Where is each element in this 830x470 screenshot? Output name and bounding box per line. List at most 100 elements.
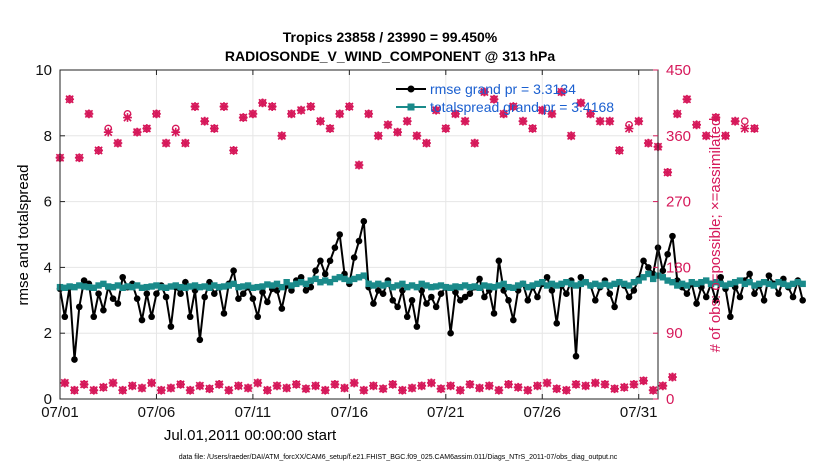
rmse-point	[143, 290, 151, 298]
obs-assimilated-point	[615, 146, 624, 155]
obs-assimilated-point	[470, 138, 480, 148]
rmse-point	[524, 297, 532, 304]
totalspread-point	[770, 282, 777, 289]
obs-assimilated-point	[60, 378, 70, 388]
totalspread-point	[317, 279, 324, 286]
rmse-point	[186, 313, 194, 321]
obs-assimilated-point	[195, 381, 205, 391]
obs-assimilated-point	[740, 124, 750, 133]
totalspread-point	[514, 282, 522, 289]
rmse-point	[394, 303, 401, 311]
totalspread-point	[756, 280, 763, 288]
obs-assimilated-point	[214, 379, 224, 389]
rmse-point	[109, 295, 117, 302]
obs-assimilated-point	[465, 379, 475, 389]
totalspread-point	[133, 282, 141, 289]
obs-assimilated-point	[460, 116, 470, 126]
totalspread-point	[302, 280, 310, 288]
totalspread-point	[616, 279, 623, 286]
obs-assimilated-point	[123, 113, 132, 122]
totalspread-point	[268, 282, 276, 289]
rmse-point	[259, 288, 266, 296]
totalspread-point	[461, 282, 469, 289]
obs-assimilated-point	[325, 124, 335, 133]
rmse-point	[374, 287, 382, 294]
totalspread-point	[360, 272, 368, 279]
y-tick-label: 10	[35, 62, 52, 79]
obs-possible-point	[740, 117, 749, 126]
totalspread-point	[780, 280, 787, 288]
obs-assimilated-point	[171, 127, 181, 137]
totalspread-point	[524, 283, 531, 291]
obs-assimilated-point	[296, 105, 306, 115]
obs-assimilated-point	[402, 116, 412, 126]
obs-assimilated-point	[316, 116, 325, 126]
rmse-point	[481, 293, 488, 301]
totalspread-point	[148, 283, 155, 290]
rmse-point	[765, 272, 773, 279]
totalspread-point	[577, 280, 585, 288]
totalspread-point	[539, 279, 546, 286]
rmse-point	[162, 293, 170, 301]
totalspread-point	[567, 280, 575, 288]
totalspread-point	[211, 282, 218, 289]
rmse-point	[548, 287, 556, 294]
obs-assimilated-point	[369, 381, 378, 391]
obs-assimilated-point	[291, 379, 301, 389]
rmse-point	[249, 295, 257, 302]
totalspread-point	[90, 284, 97, 291]
rmse-point	[664, 250, 671, 258]
rmse-point	[90, 313, 98, 321]
x-axis-label: Jul.01,2011 00:00:00 start	[164, 427, 337, 444]
totalspread-point	[191, 282, 199, 289]
totalspread-point	[244, 282, 252, 289]
totalspread-point	[201, 283, 208, 290]
totalspread-point	[162, 284, 170, 291]
totalspread-point	[375, 280, 382, 288]
rmse-point	[456, 297, 464, 304]
obs-assimilated-point	[634, 116, 644, 126]
x-tick-label: 07/26	[523, 404, 561, 421]
obs-assimilated-point	[94, 146, 103, 155]
rmse-point	[379, 290, 387, 298]
rmse-point	[760, 297, 768, 304]
x-tick-label: 07/06	[138, 404, 176, 421]
plot-area	[60, 70, 658, 399]
obs-assimilated-point	[267, 102, 277, 111]
obs-assimilated-point	[431, 105, 441, 115]
obs-assimilated-point	[84, 109, 94, 119]
rmse-point	[239, 290, 247, 298]
totalspread-point	[278, 283, 286, 291]
rmse-point	[534, 293, 541, 301]
rmse-point	[577, 273, 585, 281]
totalspread-point	[785, 282, 792, 289]
obs-assimilated-point	[605, 116, 615, 126]
totalspread-point	[365, 280, 372, 288]
rmse-point	[211, 290, 218, 298]
rmse-point	[775, 290, 782, 298]
obs-assimilated-point	[595, 116, 605, 126]
obs-assimilated-point	[407, 383, 417, 393]
totalspread-point	[71, 283, 78, 291]
obs-assimilated-point	[668, 372, 677, 382]
obs-assimilated-point	[258, 98, 267, 108]
rmse-point	[611, 303, 618, 311]
totalspread-point	[100, 280, 107, 288]
x-tick-label: 07/01	[41, 404, 79, 421]
totalspread-point	[167, 283, 175, 290]
totalspread-point	[471, 283, 478, 290]
y-tick-label: 6	[44, 194, 52, 211]
obs-assimilated-point	[147, 378, 157, 388]
rmse-point	[572, 352, 580, 360]
obs-assimilated-point	[629, 379, 639, 389]
obs-assimilated-point	[672, 109, 682, 119]
obs-assimilated-point	[388, 379, 398, 389]
totalspread-point	[428, 283, 435, 291]
totalspread-point	[418, 280, 425, 288]
rmse-point	[201, 293, 208, 301]
totalspread-point	[143, 283, 151, 291]
obs-assimilated-point	[446, 381, 456, 391]
totalspread-point	[109, 283, 117, 291]
totalspread-point	[437, 282, 445, 289]
rmse-point	[543, 273, 551, 281]
